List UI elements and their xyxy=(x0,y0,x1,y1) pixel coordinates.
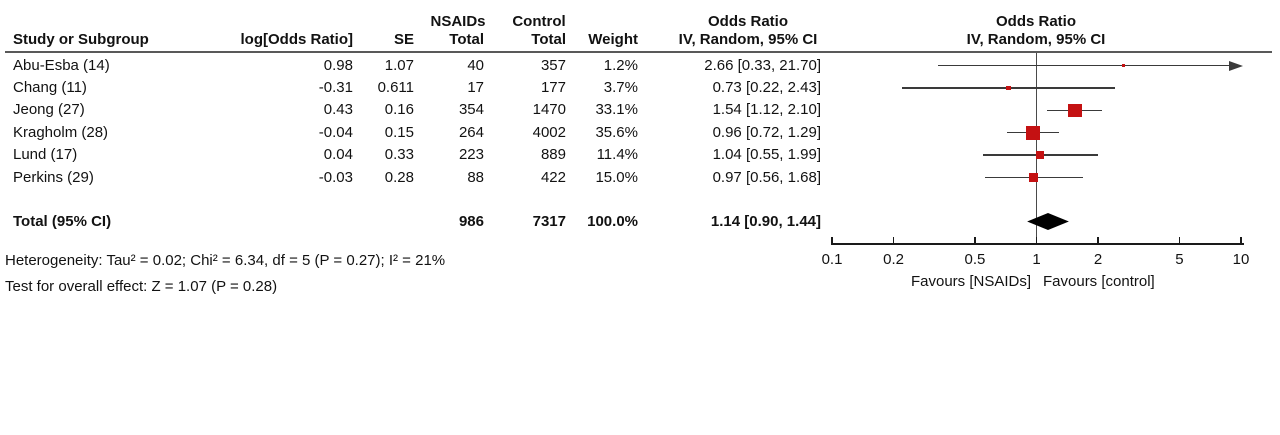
overall-effect-note: Test for overall effect: Z = 1.07 (P = 0… xyxy=(5,277,278,295)
effect-marker xyxy=(1006,85,1011,91)
se-value: 0.16 xyxy=(384,101,414,119)
weight-value: 1.2% xyxy=(603,56,638,74)
study-label: Chang (11) xyxy=(13,78,87,96)
se-value: 1.07 xyxy=(384,56,414,74)
weight-value: 33.1% xyxy=(595,101,638,119)
column-header-se: SE xyxy=(393,31,414,48)
null-effect-line xyxy=(1035,53,1038,243)
column-group-nsaids: NSAIDs xyxy=(430,13,486,30)
log-odds-ratio-value: 0.98 xyxy=(323,56,353,74)
se-value: 0.28 xyxy=(384,168,414,186)
weight-value: 35.6% xyxy=(595,123,638,141)
study-label: Jeong (27) xyxy=(13,101,85,119)
header-rule xyxy=(5,50,1272,53)
x-tick-label: 0.1 xyxy=(821,250,843,268)
ci-arrow-right-icon xyxy=(1229,60,1243,71)
log-odds-ratio-value: -0.03 xyxy=(318,168,353,186)
x-axis-tick xyxy=(1097,236,1099,243)
or-column-title: Odds Ratio xyxy=(707,13,788,30)
column-header-nsaids-total: Total xyxy=(449,31,484,48)
control-total-value: 889 xyxy=(540,146,566,164)
x-tick-label: 0.5 xyxy=(964,250,986,268)
effect-marker xyxy=(1121,63,1126,68)
or-ci-value: 0.96 [0.72, 1.29] xyxy=(712,123,821,141)
nsaids-total-value: 17 xyxy=(467,78,484,96)
weight-value: 15.0% xyxy=(595,168,638,186)
study-label: Kragholm (28) xyxy=(13,123,109,141)
x-tick-label: 5 xyxy=(1175,250,1184,268)
forest-plot: NSAIDs Control Odds Ratio Odds Ratio Stu… xyxy=(5,13,1272,295)
favours-right-label: Favours [control] xyxy=(1043,272,1155,290)
total-row-label: Total (95% CI) xyxy=(13,212,112,230)
se-value: 0.15 xyxy=(384,123,414,141)
x-tick-label: 0.2 xyxy=(883,250,904,268)
log-odds-ratio-value: -0.04 xyxy=(318,123,353,141)
x-axis-tick xyxy=(1035,236,1038,243)
x-tick-label: 2 xyxy=(1093,250,1103,268)
se-value: 0.611 xyxy=(377,78,414,96)
log-odds-ratio-value: -0.31 xyxy=(318,78,353,96)
x-axis-tick xyxy=(1178,236,1181,243)
study-label: Perkins (29) xyxy=(13,168,94,186)
weight-value: 11.4% xyxy=(596,146,638,164)
control-total-value: 1470 xyxy=(532,101,566,119)
column-header-log-or: log[Odds Ratio] xyxy=(240,31,354,48)
favours-left-label: Favours [NSAIDs] xyxy=(910,272,1031,290)
control-total-value: 177 xyxy=(540,78,566,96)
or-ci-value: 1.04 [0.55, 1.99] xyxy=(712,146,821,164)
study-label: Abu-Esba (14) xyxy=(13,56,110,74)
nsaids-total-value: 264 xyxy=(458,123,484,141)
nsaids-total-value: 88 xyxy=(467,168,484,186)
ci-line xyxy=(938,64,1230,67)
weight-value: 3.7% xyxy=(603,78,638,96)
or-ci-value: 0.73 [0.22, 2.43] xyxy=(712,78,821,96)
study-label: Lund (17) xyxy=(13,146,78,164)
se-value: 0.33 xyxy=(384,146,414,164)
plot-column-title: Odds Ratio xyxy=(995,13,1076,30)
x-axis-tick xyxy=(974,236,976,243)
x-tick-label: 1 xyxy=(1032,250,1041,268)
total-diamond xyxy=(1027,213,1069,230)
or-ci-value: 1.54 [1.12, 2.10] xyxy=(712,101,821,119)
effect-marker xyxy=(1068,103,1082,118)
column-group-control: Control xyxy=(512,13,566,30)
x-axis-tick xyxy=(1240,236,1242,243)
nsaids-total-value: 223 xyxy=(458,146,484,164)
effect-marker xyxy=(1036,151,1044,160)
log-odds-ratio-value: 0.43 xyxy=(323,101,353,119)
x-axis-line xyxy=(831,243,1244,245)
total-nsaids-total: 986 xyxy=(458,212,484,230)
log-odds-ratio-value: 0.04 xyxy=(323,146,353,164)
or-column-subtitle: IV, Random, 95% CI xyxy=(678,31,818,48)
plot-column-subtitle: IV, Random, 95% CI xyxy=(966,31,1106,48)
heterogeneity-note: Heterogeneity: Tau² = 0.02; Chi² = 6.34,… xyxy=(5,251,446,269)
control-total-value: 357 xyxy=(540,56,566,74)
or-ci-value: 0.97 [0.56, 1.68] xyxy=(712,168,821,186)
control-total-value: 422 xyxy=(540,168,566,186)
column-header-weight: Weight xyxy=(588,31,638,48)
effect-marker xyxy=(1029,172,1039,183)
total-or-ci: 1.14 [0.90, 1.44] xyxy=(710,212,821,230)
x-axis-tick xyxy=(831,236,833,243)
control-total-value: 4002 xyxy=(532,123,566,141)
total-weight: 100.0% xyxy=(587,212,638,230)
figure-caption: Fig. 5 Forest plot of observational stud… xyxy=(0,310,1280,435)
column-header-study: Study or Subgroup xyxy=(13,31,149,48)
total-control-total: 7317 xyxy=(532,212,566,230)
nsaids-total-value: 354 xyxy=(458,101,484,119)
nsaids-total-value: 40 xyxy=(467,56,484,74)
x-axis-tick xyxy=(892,236,895,243)
effect-marker xyxy=(1025,125,1040,140)
x-tick-label: 10 xyxy=(1232,250,1250,268)
column-header-control-total: Total xyxy=(531,31,566,48)
or-ci-value: 2.66 [0.33, 21.70] xyxy=(704,56,821,74)
